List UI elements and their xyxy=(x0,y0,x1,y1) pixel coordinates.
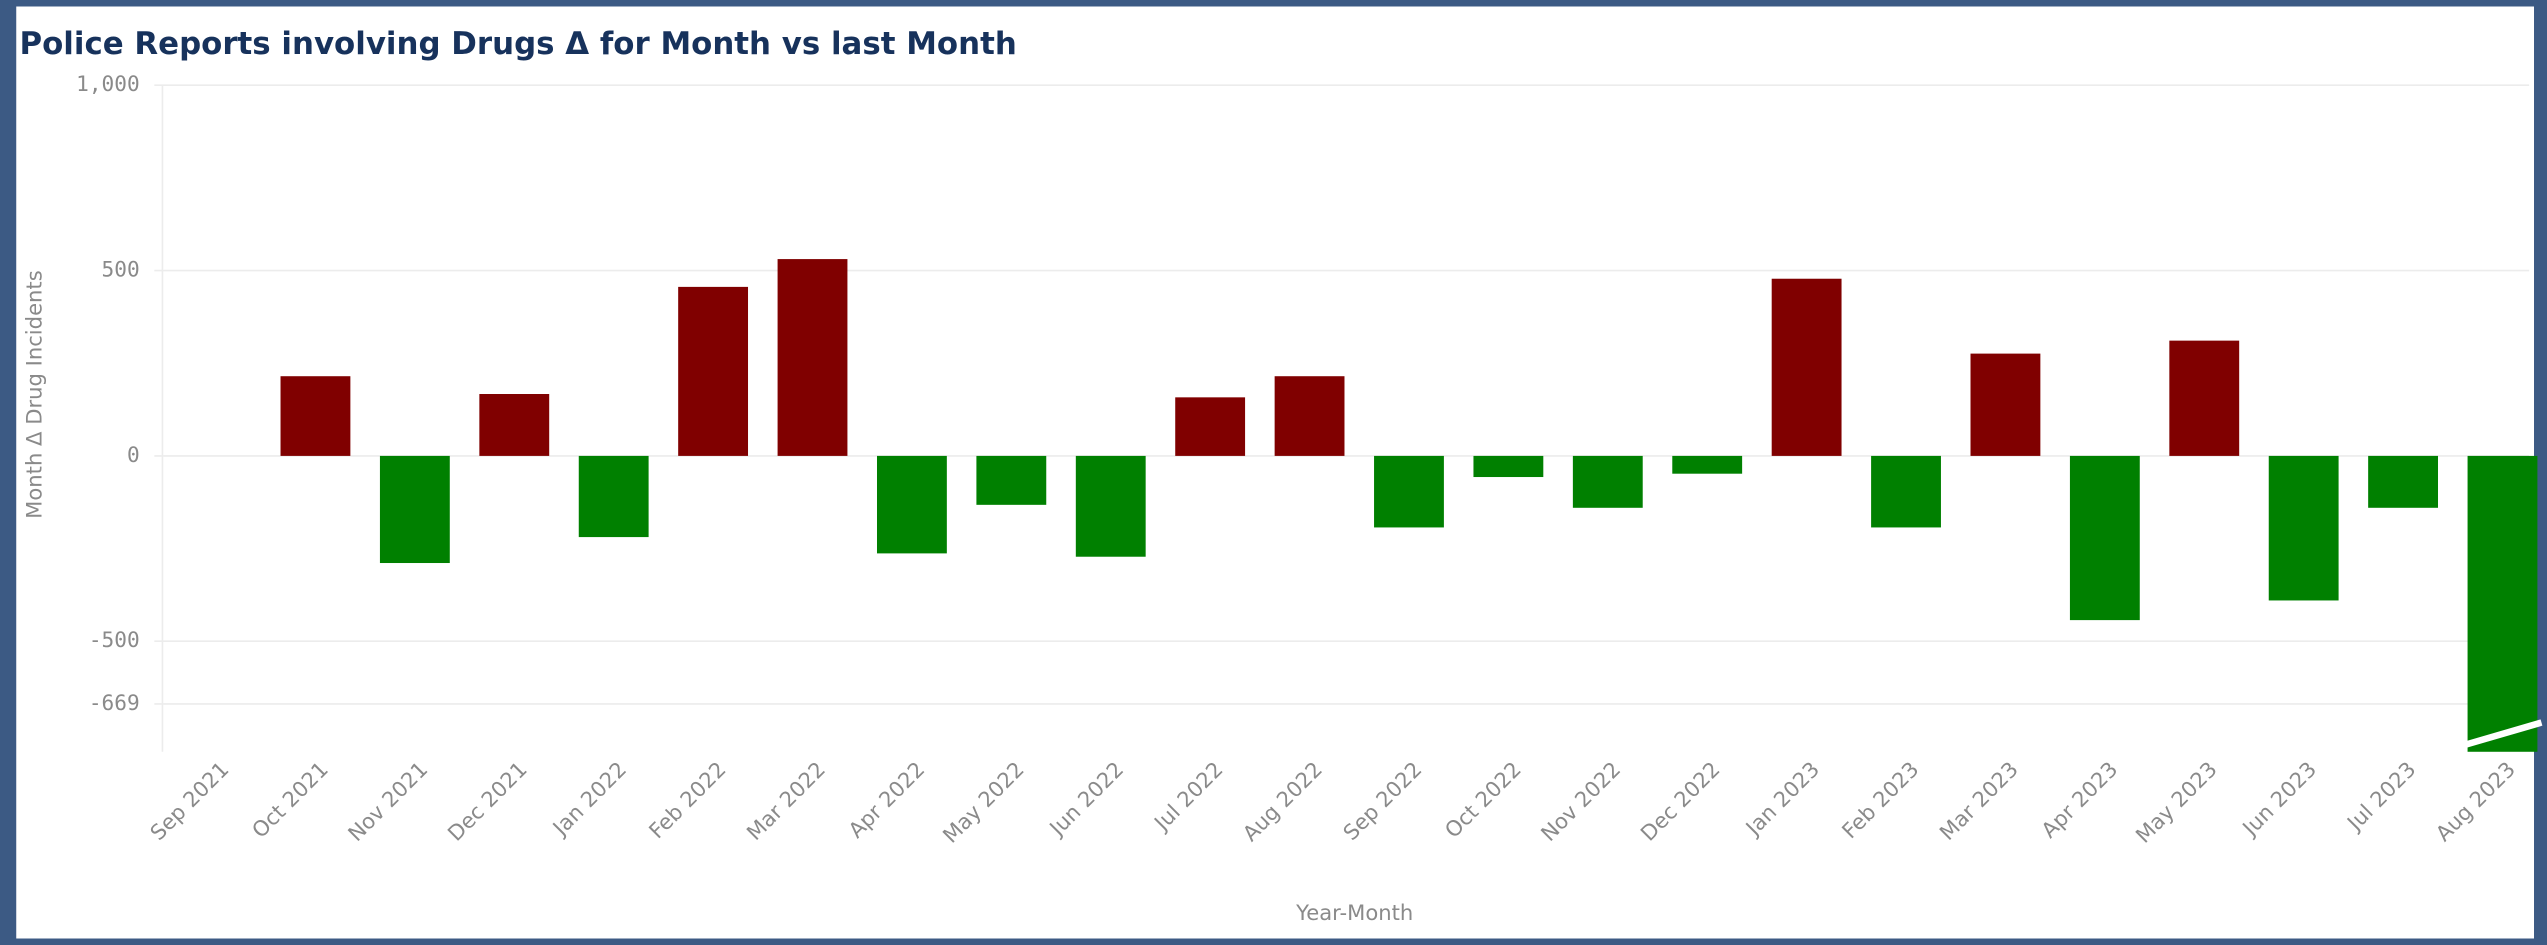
bar xyxy=(1572,455,1643,508)
x-axis-title: Year-Month xyxy=(1295,900,1413,925)
y-tick-label: 1,000 xyxy=(76,71,140,96)
bar xyxy=(1871,455,1941,528)
bar xyxy=(2268,455,2339,601)
y-tick-label: -500 xyxy=(89,627,140,652)
bar xyxy=(2467,455,2538,752)
bar xyxy=(479,394,550,456)
bar xyxy=(1771,278,1842,456)
chart-title: Police Reports involving Drugs Δ for Mon… xyxy=(19,26,1016,62)
bar xyxy=(1175,397,1246,456)
bar xyxy=(578,455,649,538)
bar xyxy=(1473,455,1544,478)
y-tick-label: 0 xyxy=(127,442,140,467)
y-axis-title: Month Δ Drug Incidents xyxy=(22,270,47,519)
axis-break xyxy=(2462,719,2543,749)
y-tick-label: -669 xyxy=(89,690,140,715)
bar xyxy=(280,376,351,456)
bar xyxy=(379,455,450,564)
bar xyxy=(2169,340,2240,456)
bar xyxy=(1075,455,1146,557)
bar xyxy=(777,259,848,456)
bar xyxy=(1970,353,2041,456)
bar xyxy=(2069,455,2140,621)
y-tick-label: 500 xyxy=(102,257,140,282)
bar xyxy=(1374,455,1444,528)
bar xyxy=(876,455,947,554)
bar xyxy=(976,455,1047,505)
bar xyxy=(678,286,749,456)
bar xyxy=(2368,455,2439,508)
bar xyxy=(1672,455,1743,474)
bar xyxy=(1274,376,1345,456)
